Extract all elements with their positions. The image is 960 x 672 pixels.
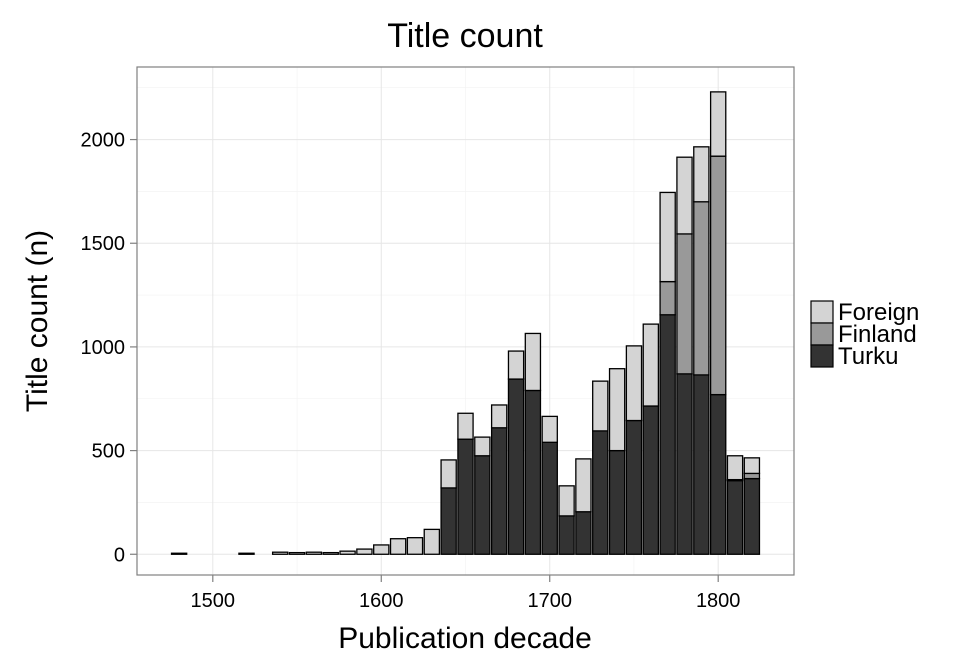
bar-foreign-1630 [423,528,441,555]
x-tick-label: 1500 [191,590,236,612]
y-tick-label: 0 [114,544,125,566]
bar-foreign-1820 [743,457,761,475]
legend-key-finland [810,322,834,346]
bar-turku-1660 [474,455,491,555]
x-axis-title: Publication decade [338,622,592,655]
bar-foreign-1590 [356,548,373,555]
y-axis: 0 500 1000 1500 2000 [81,130,137,566]
bar-turku-1790 [693,374,710,555]
bar-foreign-1730 [592,380,609,432]
bar-turku-1780 [676,373,693,555]
bar-finland-1780 [676,233,693,375]
bar-turku-1770 [659,314,676,555]
bar-foreign-1480 [170,552,188,555]
bar-foreign-1660 [474,436,491,457]
bar-foreign-1620 [406,537,424,555]
bar-turku-1670 [490,427,508,555]
x-axis: 1500 1600 1700 1800 [191,575,741,612]
bar-foreign-1720 [575,458,592,513]
x-tick-label: 1600 [359,590,404,612]
bar-foreign-1600 [373,544,390,555]
bar-turku-1810 [726,480,744,555]
bar-turku-1800 [709,393,727,555]
bar-foreign-1700 [541,415,558,443]
bar-turku-1820 [743,477,761,555]
bar-turku-1650 [457,438,474,555]
chart-title: Title count [387,17,543,55]
bar-foreign-1790 [693,146,710,203]
bar-foreign-1670 [490,404,508,429]
bar-turku-1740 [608,449,626,555]
bar-foreign-1740 [608,368,626,452]
bar-turku-1700 [541,441,558,555]
legend-label-finland: Finland [838,321,917,348]
y-tick-label: 1000 [81,337,126,359]
bar-foreign-1810 [726,455,744,481]
bar-foreign-1560 [305,551,323,555]
bar-finland-1790 [693,201,710,376]
bar-foreign-1580 [339,550,356,555]
bar-foreign-1760 [642,323,660,407]
bar-foreign-1610 [389,538,407,555]
bar-foreign-1540 [271,551,289,555]
y-axis-title: Title count (n) [21,230,54,412]
bar-foreign-1680 [507,350,525,380]
bar-turku-1730 [592,430,609,555]
legend-label-foreign: Foreign [838,299,919,326]
bar-foreign-1550 [288,551,306,555]
x-tick-label: 1800 [696,590,741,612]
x-tick-label: 1700 [527,590,572,612]
bar-turku-1680 [507,378,525,555]
bar-turku-1760 [642,405,660,555]
bar-turku-1690 [524,389,542,555]
bar-foreign-1710 [558,485,575,517]
bar-foreign-1750 [625,345,643,422]
y-tick-label: 500 [92,441,125,463]
bars [170,91,761,555]
bar-foreign-1690 [524,332,542,392]
y-tick-label: 2000 [81,130,126,152]
plot-border [136,66,795,576]
bar-turku-1720 [575,511,592,555]
bar-finland-1770 [659,280,676,316]
bar-foreign-1780 [676,156,693,235]
bar-finland-1820 [743,472,761,480]
y-tick-label: 1500 [81,233,126,255]
bar-turku-1750 [625,419,643,555]
legend-key-turku [810,344,834,368]
bar-turku-1640 [440,487,457,555]
bar-foreign-1640 [440,459,457,489]
bar-foreign-1770 [659,191,676,283]
bar-foreign-1800 [709,91,727,157]
bar-foreign-1520 [238,552,255,555]
bar-foreign-1570 [322,551,339,555]
bar-finland-1800 [709,155,727,396]
bar-turku-1710 [558,515,575,555]
bar-foreign-1650 [457,412,474,440]
legend-key-foreign [810,300,834,324]
legend-label-turku: Turku [838,343,898,370]
